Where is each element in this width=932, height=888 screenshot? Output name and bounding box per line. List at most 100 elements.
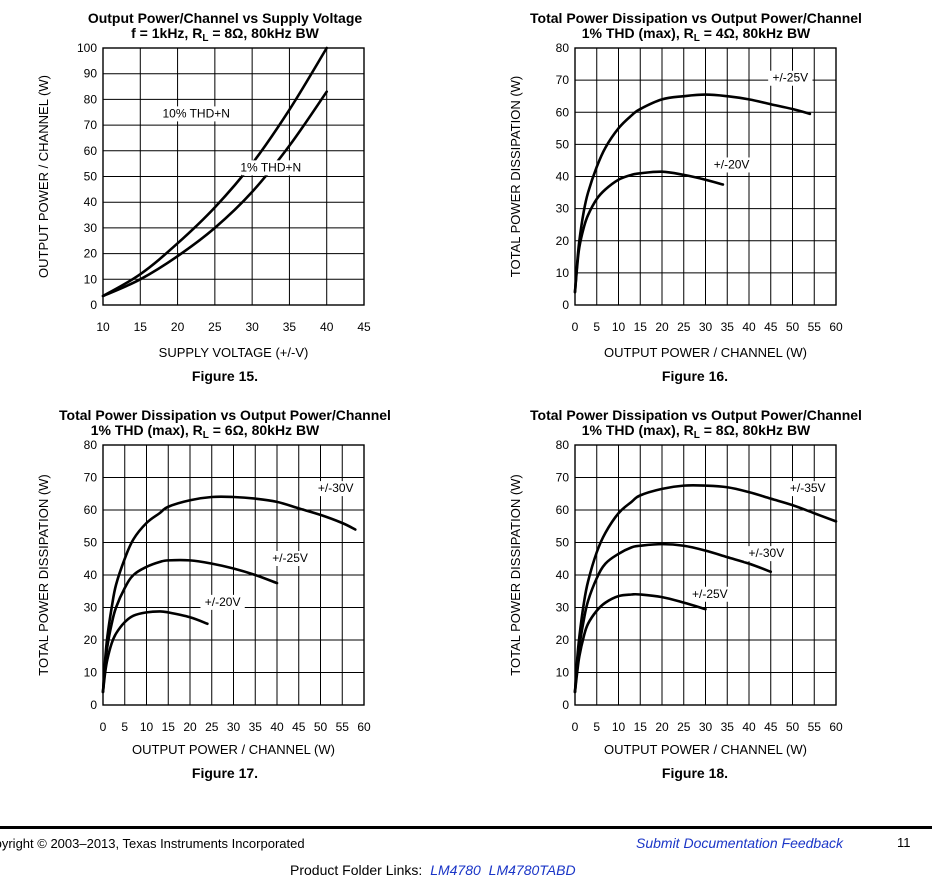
chart-figure-16: Total Power Dissipation vs Output Power/… — [460, 0, 932, 400]
y-tick-label: 20 — [556, 633, 570, 647]
y-tick-label: 10 — [84, 666, 98, 680]
annotation-background — [163, 106, 229, 122]
annotation-background — [768, 70, 813, 86]
product-link-lm4780tabd[interactable]: LM4780TABD — [488, 862, 576, 878]
chart-figure-17: Total Power Dissipation vs Output Power/… — [0, 398, 460, 798]
x-tick-label: 30 — [699, 320, 713, 334]
series-annotation: 1% THD+N — [240, 160, 301, 174]
y-tick-label: 30 — [84, 601, 98, 615]
y-tick-label: 0 — [90, 698, 97, 712]
x-tick-label: 35 — [249, 720, 263, 734]
series-annotation: +/-25V — [772, 71, 808, 85]
annotation-background — [785, 481, 830, 497]
x-tick-label: 10 — [612, 720, 626, 734]
x-tick-label: 40 — [742, 720, 756, 734]
y-axis-label: TOTAL POWER DISSIPATION (W) — [508, 76, 523, 278]
x-tick-label: 25 — [205, 720, 219, 734]
x-tick-label: 40 — [270, 720, 284, 734]
chart-title: Total Power Dissipation vs Output Power/… — [530, 407, 862, 423]
x-tick-label: 30 — [245, 320, 259, 334]
y-tick-label: 60 — [84, 144, 98, 158]
chart-plot: 0 5 10 15 20 25 30 35 40 45 50 55 600102030405060708… — [36, 438, 371, 757]
x-tick-label: 20 — [655, 320, 669, 334]
x-tick-label: 60 — [829, 320, 843, 334]
y-tick-label: 30 — [84, 221, 98, 235]
y-axis-label: TOTAL POWER DISSIPATION (W) — [508, 474, 523, 676]
x-tick-label: 25 — [677, 720, 691, 734]
annotation-background — [709, 157, 754, 173]
series-line — [573, 170, 725, 294]
x-tick-label: 0 — [572, 720, 579, 734]
plot-frame — [574, 444, 837, 706]
annotation-background — [267, 551, 313, 566]
y-tick-label: 10 — [556, 266, 570, 280]
x-tick-label: 45 — [292, 720, 306, 734]
chart-plot: 10 15 20 25 30 35 40 45 0 10 20 30 40 50 60 70 80 90 100 SU… — [36, 41, 371, 360]
series-line — [573, 542, 773, 694]
y-tick-label: 60 — [556, 503, 570, 517]
annotation-background — [200, 594, 245, 610]
plot-frame — [102, 444, 365, 706]
x-tick-label: 20 — [171, 320, 185, 334]
submit-feedback-link[interactable]: Submit Documentation Feedback — [636, 835, 843, 851]
series-line — [101, 90, 329, 298]
x-tick-label: 55 — [808, 720, 822, 734]
grid — [574, 47, 837, 306]
y-tick-label: 50 — [556, 536, 570, 550]
chart-subtitle: f = 1kHz, RL = 8Ω, 80kHz BW — [131, 25, 319, 44]
y-axis-label: TOTAL POWER DISSIPATION (W) — [36, 474, 51, 676]
x-tick-label: 25 — [208, 320, 222, 334]
x-tick-label: 15 — [162, 720, 176, 734]
product-folder-links: Product Folder Links: LM4780 LM4780TABD — [290, 862, 576, 878]
chart-title: Total Power Dissipation vs Output Power/… — [59, 407, 391, 423]
x-tick-label: 50 — [786, 320, 800, 334]
y-tick-label: 50 — [84, 170, 98, 184]
x-tick-label: 15 — [634, 320, 648, 334]
y-tick-label: 30 — [556, 202, 570, 216]
y-tick-label: 10 — [84, 272, 98, 286]
x-tick-label: 45 — [357, 320, 371, 334]
y-tick-label: 0 — [562, 298, 569, 312]
product-link-lm4780[interactable]: LM4780 — [430, 862, 481, 878]
series-annotation: +/-30V — [318, 481, 354, 495]
y-tick-label: 40 — [84, 195, 98, 209]
y-tick-label: 40 — [556, 568, 570, 582]
x-tick-label: 30 — [227, 720, 241, 734]
product-links-label: Product Folder Links: — [290, 862, 423, 878]
x-tick-label: 60 — [829, 720, 843, 734]
y-tick-label: 10 — [556, 666, 570, 680]
y-tick-label: 80 — [556, 438, 570, 452]
x-tick-label: 40 — [742, 320, 756, 334]
y-tick-label: 70 — [556, 73, 570, 87]
y-tick-label: 20 — [84, 247, 98, 261]
x-tick-label: 50 — [314, 720, 328, 734]
x-tick-label: 25 — [677, 320, 691, 334]
annotation-background — [313, 481, 358, 497]
y-tick-label: 70 — [556, 471, 570, 485]
series-line — [101, 46, 329, 298]
x-tick-label: 50 — [786, 720, 800, 734]
y-tick-label: 90 — [84, 67, 98, 81]
y-tick-label: 0 — [562, 698, 569, 712]
chart-subtitle: 1% THD (max), RL = 8Ω, 80kHz BW — [581, 422, 811, 441]
x-tick-label: 10 — [612, 320, 626, 334]
y-tick-label: 20 — [556, 234, 570, 248]
series-line — [101, 610, 209, 694]
y-tick-label: 30 — [556, 601, 570, 615]
annotation-background — [687, 586, 733, 602]
y-tick-label: 0 — [90, 298, 97, 312]
series-line — [101, 495, 357, 694]
footer-divider — [0, 826, 932, 829]
x-tick-label: 55 — [808, 320, 822, 334]
y-tick-label: 80 — [556, 41, 570, 55]
y-tick-label: 40 — [556, 170, 570, 184]
x-tick-label: 10 — [96, 320, 110, 334]
series-line — [573, 93, 812, 294]
series-annotation: 10% THD+N — [162, 106, 229, 120]
chart-title: Total Power Dissipation vs Output Power/… — [530, 10, 862, 26]
figure-caption: Figure 16. — [661, 368, 729, 384]
y-axis-label: OUTPUT POWER / CHANNEL (W) — [36, 75, 51, 278]
y-tick-label: 20 — [84, 633, 98, 647]
x-tick-label: 5 — [121, 720, 128, 734]
x-tick-label: 40 — [320, 320, 334, 334]
